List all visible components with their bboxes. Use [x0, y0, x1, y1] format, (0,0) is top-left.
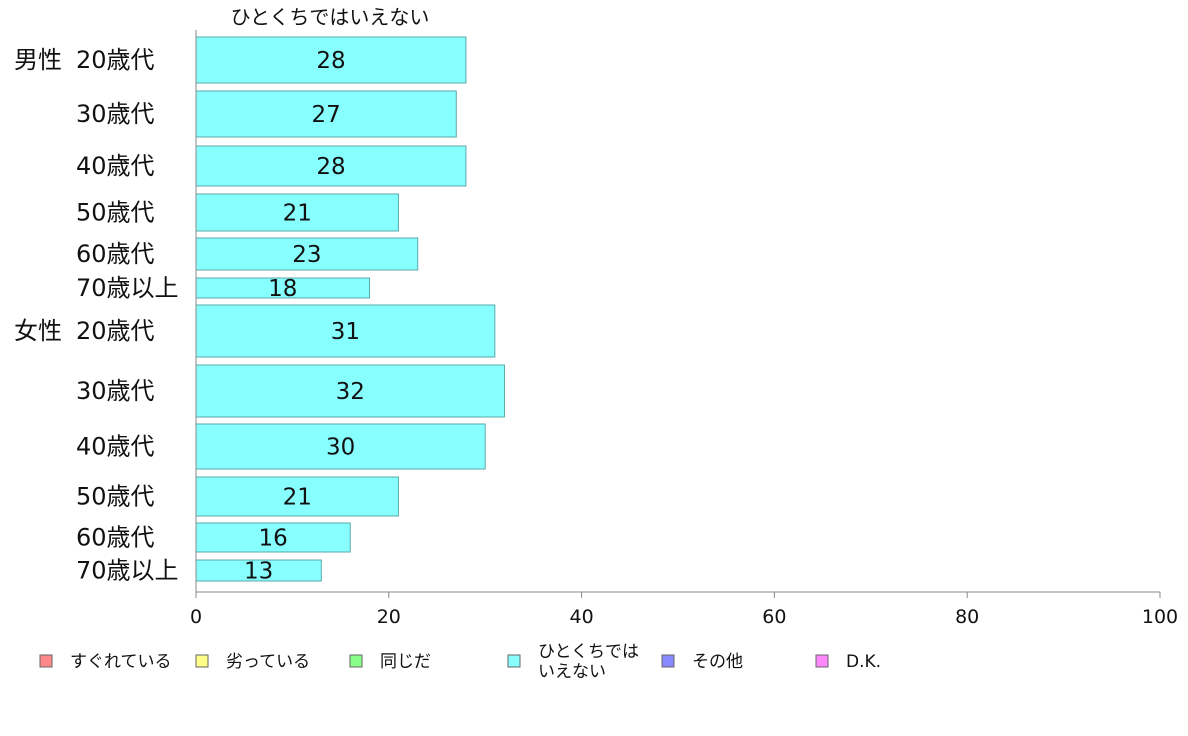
- data-label: 21: [283, 201, 312, 227]
- data-label: 16: [258, 526, 287, 552]
- data-label: 18: [268, 276, 297, 302]
- legend-label: ひとくちではいえない: [538, 642, 639, 682]
- x-tick-label: 80: [955, 606, 979, 628]
- legend-swatch: [195, 654, 209, 668]
- legend-label: すぐれている: [70, 652, 172, 672]
- legend: すぐれている 劣っている 同じだ ひとくちではいえない その他 D.K.: [39, 642, 881, 682]
- legend-label: 同じだ: [380, 652, 431, 672]
- data-label: 28: [316, 48, 345, 74]
- x-tick-label: 20: [377, 606, 401, 628]
- legend-swatch: [661, 654, 675, 668]
- data-label: 21: [283, 485, 312, 511]
- x-axis: 0 20 40 60 80 100: [190, 30, 1178, 628]
- chart-rows: 男性 20歳代 28 30歳代 27 40歳代 28 50歳代 21 60歳代 23 70歳以上 18 女…: [14, 36, 505, 585]
- category-label: 70歳以上: [76, 557, 179, 585]
- bar: [195, 237, 419, 271]
- data-label: 27: [311, 102, 340, 128]
- legend-label: D.K.: [846, 652, 881, 672]
- legend-swatch: [815, 654, 829, 668]
- series-header: ひとくちではいえない: [231, 5, 430, 29]
- category-label: 30歳代: [76, 100, 155, 128]
- x-tick-label: 100: [1142, 606, 1178, 628]
- data-label: 32: [336, 379, 365, 405]
- category-label: 50歳代: [76, 199, 155, 227]
- data-label: 28: [316, 154, 345, 180]
- legend-swatch: [39, 654, 53, 668]
- category-label: 50歳代: [76, 483, 155, 511]
- x-tick-label: 40: [570, 606, 594, 628]
- legend-swatch: [349, 654, 363, 668]
- data-label: 23: [292, 242, 321, 268]
- group-label: 男性: [14, 46, 62, 74]
- bar: [195, 304, 496, 358]
- data-label: 13: [244, 559, 273, 585]
- category-label: 20歳代: [76, 317, 155, 345]
- category-label: 60歳代: [76, 524, 155, 552]
- data-label: 31: [331, 319, 360, 345]
- bar: [195, 90, 457, 138]
- category-label: 30歳代: [76, 377, 155, 405]
- legend-label: その他: [692, 652, 743, 672]
- category-label: 40歳代: [76, 152, 155, 180]
- category-label: 40歳代: [76, 433, 155, 461]
- data-label: 30: [326, 435, 355, 461]
- legend-swatch: [507, 654, 521, 668]
- category-label: 60歳代: [76, 240, 155, 268]
- bar: [195, 193, 399, 232]
- category-label: 70歳以上: [76, 274, 179, 302]
- category-label: 20歳代: [76, 46, 155, 74]
- bar: [195, 36, 467, 84]
- bar: [195, 364, 505, 418]
- x-tick-label: 60: [762, 606, 786, 628]
- x-tick-label: 0: [190, 606, 202, 628]
- legend-label: 劣っている: [226, 652, 310, 672]
- bar: [195, 145, 467, 187]
- group-label: 女性: [14, 317, 62, 345]
